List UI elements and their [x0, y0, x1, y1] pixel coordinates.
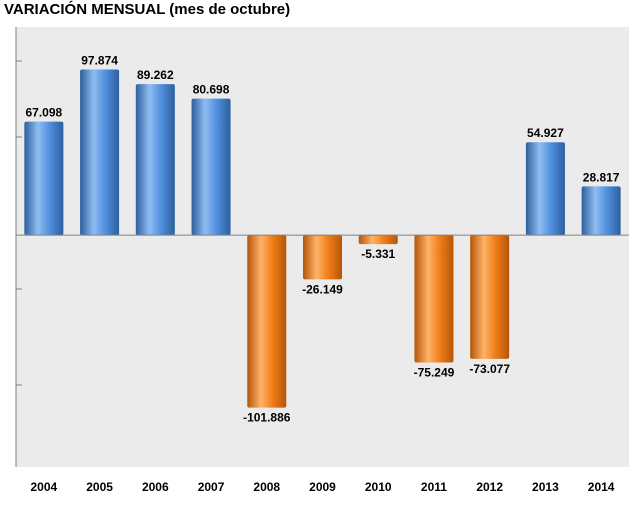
data-label-2005: 97.874 [81, 54, 118, 68]
bar-2012 [470, 235, 510, 359]
data-label-2011: -75.249 [414, 365, 455, 379]
data-labels-group: 67.098 97.874 89.262 80.698 -101.886 -26.149 -… [26, 54, 620, 425]
x-tick-label-2009: 2009 [309, 480, 336, 494]
data-label-2009: -26.149 [302, 282, 343, 296]
x-tick-label-2012: 2012 [476, 480, 503, 494]
data-label-2010: -5.331 [361, 247, 395, 261]
x-tick-label-2006: 2006 [142, 480, 169, 494]
bar-chart: 67.098 97.874 89.262 80.698 -101.886 -26.149 -… [15, 27, 629, 494]
x-tick-label-2014: 2014 [588, 480, 615, 494]
data-label-2014: 28.817 [583, 170, 620, 184]
bar-2008 [247, 235, 287, 408]
x-tick-label-2004: 2004 [31, 480, 58, 494]
data-label-2008: -101.886 [243, 411, 291, 425]
bar-2007 [191, 98, 231, 236]
bar-2004 [24, 121, 64, 236]
x-tick-label-2005: 2005 [86, 480, 113, 494]
chart-title: VARIACIÓN MENSUAL (mes de octubre) [4, 1, 291, 18]
data-label-2004: 67.098 [26, 106, 63, 120]
data-label-2006: 89.262 [137, 68, 174, 82]
chart-area: 67.098 97.874 89.262 80.698 -101.886 -26.149 -… [3, 27, 631, 505]
bar-2009 [302, 235, 343, 280]
bars-group [24, 69, 621, 408]
data-label-2013: 54.927 [527, 126, 564, 140]
data-label-2007: 80.698 [193, 83, 230, 97]
bar-2010 [358, 235, 398, 245]
bar-2014 [581, 186, 621, 236]
data-label-2012: -73.077 [469, 362, 510, 376]
x-tick-labels-group: 2004 2005 2006 2007 2008 2009 2010 2011 2012 2013… [31, 480, 615, 494]
x-tick-label-2008: 2008 [253, 480, 280, 494]
x-tick-label-2010: 2010 [365, 480, 392, 494]
bar-2005 [80, 69, 120, 236]
bar-2013 [525, 142, 565, 236]
bar-2011 [414, 235, 454, 363]
bar-2006 [135, 84, 175, 236]
x-tick-label-2013: 2013 [532, 480, 559, 494]
x-tick-label-2007: 2007 [198, 480, 225, 494]
x-tick-label-2011: 2011 [421, 480, 447, 494]
